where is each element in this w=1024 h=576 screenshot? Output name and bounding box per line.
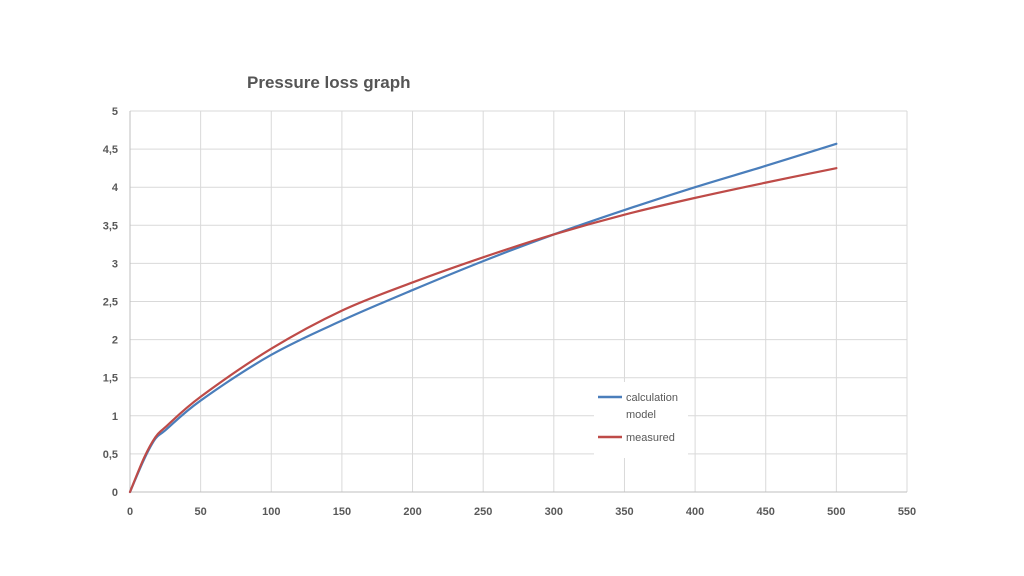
grid [130,110,908,492]
y-tick-label: 4,5 [103,144,118,156]
legend-label-calculation-model: calculation model [626,392,678,421]
legend-label-measured: measured [626,432,675,444]
x-tick-label: 450 [757,506,775,518]
y-tick-label: 4 [112,182,119,194]
y-tick-label: 0,5 [103,449,118,461]
y-tick-label: 2,5 [103,297,118,309]
y-tick-label: 1 [112,411,118,423]
x-tick-label: 100 [262,506,280,518]
series-line-measured [128,167,838,494]
x-tick-label: 250 [474,506,492,518]
y-tick-label: 3 [112,258,118,270]
x-tick-label: 50 [195,506,207,518]
y-tick-label: 0 [112,487,118,499]
x-tick-label: 550 [898,506,916,518]
x-tick-label: 200 [403,506,421,518]
y-tick-label: 1,5 [103,373,118,385]
y-tick-label: 3,5 [103,220,118,232]
x-tick-label: 400 [686,506,704,518]
y-tick-label: 2 [112,335,118,347]
legend: calculation model measured [594,382,688,458]
x-tick-label: 300 [545,506,563,518]
x-tick-label: 0 [127,506,133,518]
axes: 0 50 100 150 200 250 300 350 400 450 500 550 0 0,5 1 1,… [103,106,916,518]
legend-background [594,382,688,458]
y-tick-label: 5 [112,106,118,118]
series-lines [128,142,838,494]
x-tick-label: 500 [827,506,845,518]
x-tick-label: 350 [615,506,633,518]
chart-title: Pressure loss graph [247,73,410,92]
x-tick-label: 150 [333,506,351,518]
